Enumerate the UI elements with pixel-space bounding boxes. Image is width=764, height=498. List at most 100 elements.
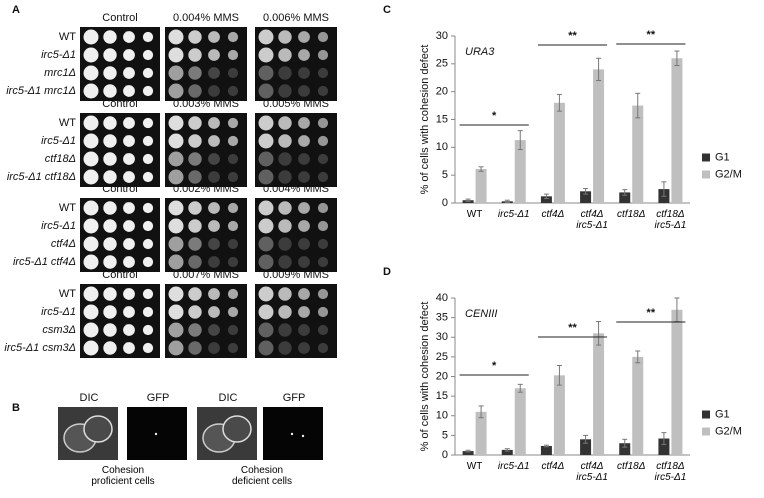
- spot: [317, 31, 329, 43]
- spot: [83, 83, 99, 99]
- spot: [258, 133, 274, 149]
- spot: [142, 135, 154, 147]
- spot: [168, 115, 184, 131]
- channel-label: DIC: [80, 392, 99, 404]
- legend-swatch: [702, 170, 710, 179]
- spot: [208, 31, 220, 43]
- bar: [580, 439, 592, 455]
- spot: [317, 135, 329, 147]
- gfp-dot: [290, 432, 294, 436]
- y-tick-label: 30: [436, 30, 448, 42]
- spot: [168, 322, 184, 338]
- caption: Cohesion proficient cells: [91, 465, 155, 487]
- y-tick-label: 25: [436, 58, 448, 70]
- y-tick-label: 0: [442, 197, 448, 209]
- bar: [593, 69, 605, 204]
- spot: [317, 306, 329, 318]
- spot: [188, 255, 202, 269]
- spot: [258, 29, 274, 45]
- spot: [83, 340, 99, 356]
- condition-label: 0.003% MMS: [173, 98, 239, 110]
- spot: [278, 116, 292, 130]
- spot: [123, 238, 135, 250]
- x-tick-label: ctf18Δ: [617, 461, 646, 472]
- y-tick-label: 10: [436, 141, 448, 153]
- spot: [168, 133, 184, 149]
- spot: [298, 202, 310, 214]
- spot: [123, 49, 135, 61]
- spot: [258, 236, 274, 252]
- spot: [258, 340, 274, 356]
- strain-label: irc5-Δ1: [41, 220, 76, 232]
- x-tick-label: ctf18Δ irc5-Δ1: [654, 461, 687, 483]
- spot: [103, 48, 117, 62]
- spot: [83, 65, 99, 81]
- spot: [123, 324, 135, 336]
- spot: [188, 134, 202, 148]
- spot: [298, 238, 310, 250]
- x-tick-label: WT: [466, 209, 483, 220]
- spot: [298, 153, 310, 165]
- spot: [123, 31, 135, 43]
- spot: [278, 323, 292, 337]
- y-tick-label: 30: [436, 331, 448, 343]
- spot: [208, 85, 220, 97]
- spot: [278, 84, 292, 98]
- spot: [298, 342, 310, 354]
- spot: [103, 30, 117, 44]
- spot: [123, 256, 135, 268]
- condition-label: Control: [102, 183, 137, 195]
- spot: [83, 151, 99, 167]
- bar: [580, 191, 592, 203]
- spot: [317, 324, 329, 336]
- x-tick-label-box: ctf18Δ: [617, 209, 646, 220]
- strain-label: ctf4Δ: [51, 238, 76, 250]
- spot: [83, 169, 99, 185]
- spot: [83, 322, 99, 338]
- x-tick-label: irc5-Δ1: [497, 461, 530, 472]
- spot: [142, 238, 154, 250]
- panel-letter: A: [12, 4, 20, 16]
- strain-label: irc5-Δ1 mrc1Δ: [6, 85, 76, 97]
- condition-label: Control: [102, 12, 137, 24]
- spot: [227, 31, 239, 43]
- x-tick-label: ctf4Δ irc5-Δ1: [576, 461, 608, 483]
- spot: [258, 83, 274, 99]
- spot: [103, 170, 117, 184]
- spot: [258, 254, 274, 270]
- spot: [227, 153, 239, 165]
- chart-title: URA3: [465, 46, 495, 58]
- spot: [103, 219, 117, 233]
- spot: [298, 306, 310, 318]
- significance-label: **: [647, 307, 656, 319]
- condition-label: 0.004% MMS: [173, 12, 239, 24]
- spot: [83, 47, 99, 63]
- gfp-dot: [301, 434, 305, 438]
- spot: [103, 237, 117, 251]
- spot: [123, 135, 135, 147]
- legend-swatch: [702, 427, 710, 436]
- spot: [317, 49, 329, 61]
- spot: [168, 29, 184, 45]
- x-tick-label-box: ctf4Δ: [541, 209, 564, 220]
- spot: [227, 85, 239, 97]
- y-tick-label: 20: [436, 86, 448, 98]
- spot: [142, 153, 154, 165]
- spot: [142, 306, 154, 318]
- spot: [142, 220, 154, 232]
- spot: [317, 202, 329, 214]
- spot: [142, 256, 154, 268]
- x-tick-label: ctf18Δ: [617, 209, 646, 220]
- x-tick-label-box: ctf4Δ: [541, 461, 564, 472]
- spot: [103, 255, 117, 269]
- spot: [317, 117, 329, 129]
- strain-label: irc5-Δ1: [41, 49, 76, 61]
- legend-label: G1: [715, 151, 730, 163]
- condition-label: 0.002% MMS: [173, 183, 239, 195]
- x-tick-label-box: irc5-Δ1: [497, 461, 530, 472]
- channel-label: GFP: [283, 392, 306, 404]
- bar: [632, 105, 644, 203]
- y-tick-label: 25: [436, 351, 448, 363]
- channel-label: DIC: [219, 392, 238, 404]
- x-tick-label: irc5-Δ1: [497, 209, 530, 220]
